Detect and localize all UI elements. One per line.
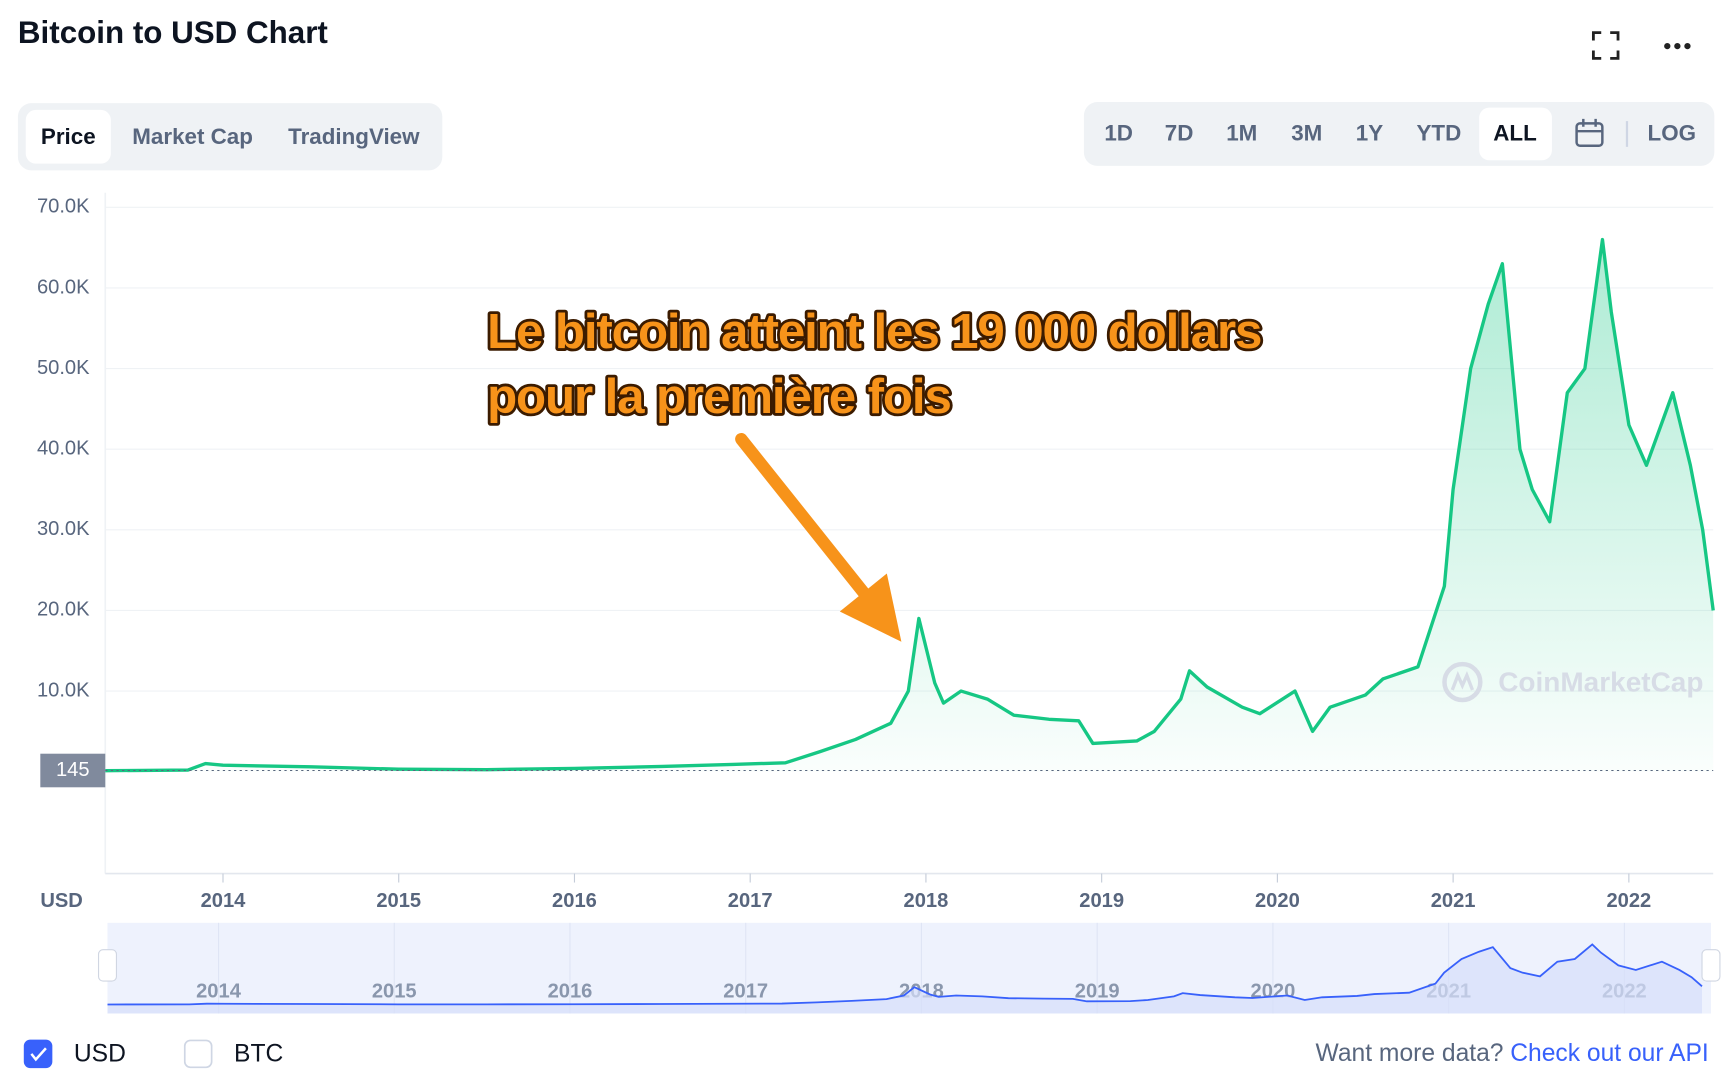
x-tick-label: 2015 — [376, 890, 421, 912]
tab-bar — [17, 103, 443, 171]
y-unit: USD — [40, 890, 83, 912]
price-area — [105, 239, 1714, 772]
range-button[interactable]: YTD — [1416, 120, 1461, 145]
range-button[interactable]: 3M — [1291, 120, 1322, 145]
tab[interactable]: Price — [41, 124, 96, 149]
api-link[interactable]: Check out our API — [1510, 1039, 1708, 1066]
range-button[interactable]: 7D — [1165, 120, 1194, 145]
more-icon[interactable] — [1664, 42, 1691, 50]
range-button[interactable]: 1D — [1104, 120, 1133, 145]
x-tick-label: 2021 — [1431, 890, 1476, 912]
tab[interactable]: TradingView — [288, 124, 420, 149]
footer-text: Want more data? — [1316, 1039, 1504, 1066]
active-tab-bg — [25, 109, 111, 164]
annotation-arrow — [735, 432, 902, 642]
checkbox-label: BTC — [234, 1040, 283, 1067]
tab[interactable]: Market Cap — [132, 124, 253, 149]
annotation: pour la première fois — [487, 369, 951, 424]
log-toggle[interactable]: LOG — [1648, 120, 1696, 145]
y-tick-label: 40.0K — [37, 438, 90, 460]
price-marker-label: 145 — [56, 759, 90, 781]
x-tick-label: 2014 — [201, 890, 247, 912]
navigator-area — [107, 944, 1703, 1014]
watermark: CoinMarketCap — [1442, 661, 1703, 703]
calendar-icon[interactable] — [1575, 118, 1604, 147]
fullscreen-icon[interactable] — [1591, 31, 1620, 60]
navigator-line — [107, 943, 1703, 1006]
y-tick-label: 70.0K — [37, 196, 90, 218]
watermark-text: CoinMarketCap — [1498, 667, 1703, 698]
navigator-handle[interactable] — [1701, 949, 1721, 982]
page-title: Bitcoin to USD Chart — [18, 15, 329, 50]
navigator-label: 2015 — [372, 981, 417, 1003]
range-button[interactable]: ALL — [1493, 120, 1537, 145]
active-range-bg — [1479, 107, 1552, 161]
price-marker-bg — [40, 753, 106, 788]
x-tick-label: 2019 — [1079, 890, 1124, 912]
checkbox[interactable] — [183, 1039, 213, 1069]
navigator-label: 2014 — [196, 981, 242, 1003]
range-button[interactable]: 1Y — [1356, 120, 1383, 145]
y-tick-label: 30.0K — [37, 518, 90, 540]
y-tick-label: 60.0K — [37, 276, 90, 298]
footer: Want more data? Check out our API — [1316, 1039, 1709, 1066]
y-tick-label: 50.0K — [37, 357, 90, 379]
checkbox[interactable] — [23, 1039, 53, 1069]
price-line — [105, 237, 1715, 773]
range-button[interactable]: 1M — [1226, 120, 1257, 145]
y-tick-label: 10.0K — [37, 679, 90, 701]
annotation: Le bitcoin atteint les 19 000 dollars — [487, 304, 1261, 359]
x-tick-label: 2018 — [904, 890, 949, 912]
check-mark — [30, 1047, 47, 1062]
navigator-label: 2016 — [548, 981, 593, 1003]
x-tick-label: 2020 — [1255, 890, 1300, 912]
navigator-label: 2019 — [1075, 981, 1120, 1003]
x-tick-label: 2017 — [728, 890, 773, 912]
range-bar — [1083, 102, 1715, 166]
y-tick-label: 20.0K — [37, 599, 90, 621]
x-tick-label: 2016 — [552, 890, 597, 912]
checkbox-label: USD — [74, 1040, 126, 1067]
navigator-label: 2017 — [723, 981, 768, 1003]
navigator-handle[interactable] — [97, 949, 118, 982]
x-tick-label: 2022 — [1606, 890, 1651, 912]
